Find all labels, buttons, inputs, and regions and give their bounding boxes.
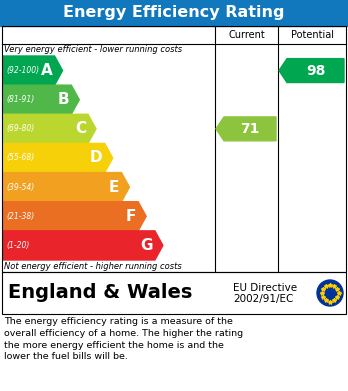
Text: Potential: Potential	[291, 30, 333, 40]
Text: EU Directive: EU Directive	[233, 283, 297, 293]
Text: 98: 98	[306, 64, 325, 77]
Text: (1-20): (1-20)	[6, 241, 29, 250]
Text: Not energy efficient - higher running costs: Not energy efficient - higher running co…	[4, 262, 182, 271]
Text: 2002/91/EC: 2002/91/EC	[233, 294, 293, 304]
Polygon shape	[3, 202, 146, 231]
Text: E: E	[109, 179, 119, 195]
Text: (92-100): (92-100)	[6, 66, 39, 75]
Polygon shape	[3, 143, 113, 172]
Text: G: G	[140, 238, 153, 253]
Polygon shape	[3, 114, 96, 143]
Text: D: D	[90, 151, 103, 165]
Polygon shape	[279, 59, 344, 83]
Text: A: A	[41, 63, 53, 78]
Polygon shape	[3, 56, 63, 85]
Text: Energy Efficiency Rating: Energy Efficiency Rating	[63, 5, 285, 20]
Text: (39-54): (39-54)	[6, 183, 34, 192]
Text: England & Wales: England & Wales	[8, 283, 192, 303]
Polygon shape	[216, 117, 276, 141]
Text: (81-91): (81-91)	[6, 95, 34, 104]
Polygon shape	[3, 85, 79, 114]
Text: (69-80): (69-80)	[6, 124, 34, 133]
Text: B: B	[58, 92, 69, 107]
Text: (21-38): (21-38)	[6, 212, 34, 221]
Text: Very energy efficient - lower running costs: Very energy efficient - lower running co…	[4, 45, 182, 54]
Circle shape	[317, 280, 343, 306]
Text: (55-68): (55-68)	[6, 154, 34, 163]
Bar	[0, 0, 348, 26]
Text: 71: 71	[240, 122, 260, 136]
Polygon shape	[3, 231, 163, 260]
Bar	[2, 26, 346, 272]
Text: F: F	[126, 209, 136, 224]
Bar	[2, 272, 346, 314]
Polygon shape	[3, 172, 129, 202]
Text: The energy efficiency rating is a measure of the
overall efficiency of a home. T: The energy efficiency rating is a measur…	[4, 317, 243, 361]
Text: Current: Current	[228, 30, 265, 40]
Text: C: C	[75, 121, 86, 136]
